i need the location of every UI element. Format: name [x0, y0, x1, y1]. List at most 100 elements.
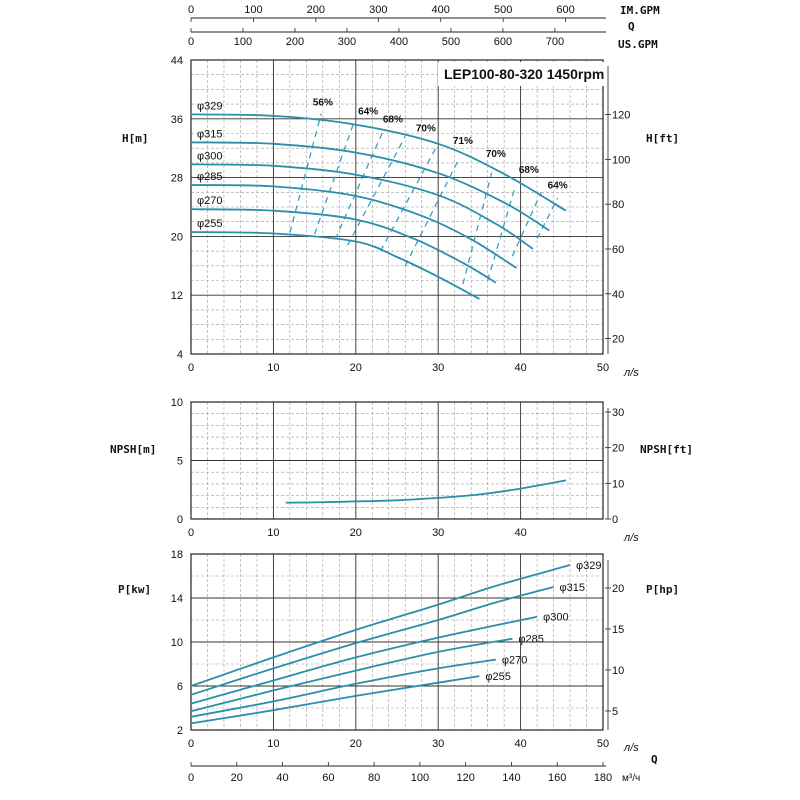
bottom-m3h-tick-label: 20 — [231, 772, 243, 784]
efficiency-contour — [346, 136, 406, 246]
bottom-m3h-tick-label: 140 — [502, 772, 520, 784]
y-tick-label: 6 — [177, 681, 183, 693]
power-panel: φ329 φ315 φ300 φ285 φ270 φ255 0 10 20 30 40 50 2 6 10… — [118, 549, 679, 754]
series-line — [190, 564, 571, 687]
npsh-y-label-right: NPSH[ft] — [640, 443, 693, 456]
right-tick-label: 10 — [612, 665, 624, 677]
curve-label: φ270 — [502, 655, 528, 667]
npsh-curves — [285, 479, 567, 504]
top-us-axis-label: US.GPM — [618, 38, 658, 51]
npsh-grid — [190, 401, 604, 520]
series-line — [190, 675, 480, 725]
head-panel: φ329 φ315 φ300 φ285 φ270 φ255 56% 64% 68% 70% 71%… — [122, 55, 679, 379]
head-curve-labels: φ329 φ315 φ300 φ285 φ270 φ255 — [197, 100, 223, 230]
y-tick-label: 0 — [177, 514, 183, 526]
right-tick-label: 30 — [612, 407, 624, 419]
series-line — [190, 163, 534, 250]
x-tick-label: 0 — [188, 527, 194, 539]
top-q-label: Q — [628, 20, 635, 33]
right-tick-label: 15 — [612, 624, 624, 636]
top-us-tick-label: 600 — [494, 36, 512, 48]
y-tick-label: 5 — [177, 456, 183, 468]
efficiency-contour — [379, 147, 437, 252]
top-us-gpm-axis: 0 100 200 300 400 500 600 700 US.GPM — [188, 28, 658, 51]
power-grid — [190, 553, 604, 731]
x-tick-label: 50 — [597, 362, 609, 374]
power-tick-labels: 0 10 20 30 40 50 2 6 10 14 18 5 10 15 20 — [171, 549, 625, 750]
efficiency-label: 56% — [313, 98, 333, 109]
series-line — [190, 141, 550, 232]
efficiency-label: 70% — [416, 123, 436, 134]
top-im-gpm-axis: 0 100 200 300 400 500 600 IM.GPM Q — [188, 4, 660, 33]
right-tick-label: 20 — [612, 334, 624, 346]
x-tick-label: 10 — [267, 527, 279, 539]
series-line — [190, 231, 480, 300]
x-tick-label: 20 — [350, 738, 362, 750]
curve-label: φ270 — [197, 195, 223, 207]
right-tick-label: 20 — [612, 443, 624, 455]
top-im-tick-label: 0 — [188, 4, 194, 16]
x-tick-label: 30 — [432, 362, 444, 374]
y-tick-label: 12 — [171, 290, 183, 302]
head-curves — [190, 113, 567, 300]
x-tick-label: 20 — [350, 362, 362, 374]
power-y-label: P[kw] — [118, 583, 151, 596]
efficiency-contour — [462, 172, 493, 285]
bottom-m3h-tick-label: 160 — [548, 772, 566, 784]
top-us-tick-label: 100 — [234, 36, 252, 48]
x-tick-label: 50 — [597, 738, 609, 750]
top-im-tick-label: 500 — [494, 4, 512, 16]
right-tick-label: 40 — [612, 289, 624, 301]
right-tick-label: 60 — [612, 244, 624, 256]
bottom-m3h-tick-label: 40 — [276, 772, 288, 784]
top-im-tick-label: 100 — [244, 4, 262, 16]
bottom-m3h-tick-label: 180 — [594, 772, 612, 784]
right-tick-label: 0 — [612, 514, 618, 526]
bottom-m3h-tick-label: 100 — [411, 772, 429, 784]
right-tick-label: 100 — [612, 154, 630, 166]
series-line — [190, 615, 538, 705]
x-tick-label: 40 — [514, 362, 526, 374]
efficiency-contour — [511, 192, 542, 257]
x-tick-label: 40 — [514, 527, 526, 539]
right-tick-label: 20 — [612, 583, 624, 595]
npsh-x-unit: л/s — [623, 532, 639, 544]
bottom-q-label: Q — [651, 753, 658, 766]
bottom-m3h-tick-labels: 0 20 40 60 80 100 120 140 160 180 — [188, 762, 612, 784]
x-tick-label: 0 — [188, 362, 194, 374]
curve-label: φ285 — [518, 634, 544, 646]
curve-label: φ300 — [543, 612, 569, 624]
efficiency-contour — [536, 197, 559, 239]
npsh-panel: 0 10 20 30 40 0 5 10 0 10 20 30 NPSH[m] NPSH[ft] л/… — [110, 397, 693, 544]
power-x-unit: л/s — [623, 742, 639, 754]
plot-frame — [190, 59, 604, 355]
bottom-m3h-axis: Q 0 20 40 60 80 100 120 140 160 180 м³/ч — [188, 753, 658, 784]
efficiency-label: 71% — [453, 136, 473, 147]
y-tick-label: 28 — [171, 173, 183, 185]
power-y-label-right: P[hp] — [646, 583, 679, 596]
series-line — [190, 113, 567, 212]
right-tick-label: 120 — [612, 110, 630, 122]
top-us-tick-labels: 0 100 200 300 400 500 600 700 — [188, 28, 564, 48]
y-tick-label: 10 — [171, 637, 183, 649]
efficiency-label: 64% — [358, 106, 378, 117]
series-line — [190, 184, 517, 269]
top-im-tick-label: 400 — [432, 4, 450, 16]
plot-frame — [190, 401, 604, 520]
curve-label: φ285 — [197, 171, 223, 183]
plot-frame — [190, 553, 604, 731]
power-curve-labels: φ329 φ315 φ300 φ285 φ270 φ255 — [485, 560, 601, 683]
bottom-m3h-tick-label: 60 — [322, 772, 334, 784]
series-line — [190, 586, 554, 696]
curve-label: φ255 — [485, 671, 511, 683]
y-tick-label: 10 — [171, 397, 183, 409]
top-us-tick-label: 200 — [286, 36, 304, 48]
curve-label: φ315 — [560, 582, 586, 594]
x-tick-label: 10 — [267, 738, 279, 750]
curve-label: φ315 — [197, 128, 223, 140]
series-line — [190, 208, 497, 284]
top-im-tick-label: 300 — [369, 4, 387, 16]
curve-label: φ329 — [576, 560, 602, 572]
right-tick-label: 5 — [612, 706, 618, 718]
series-line — [190, 658, 497, 718]
